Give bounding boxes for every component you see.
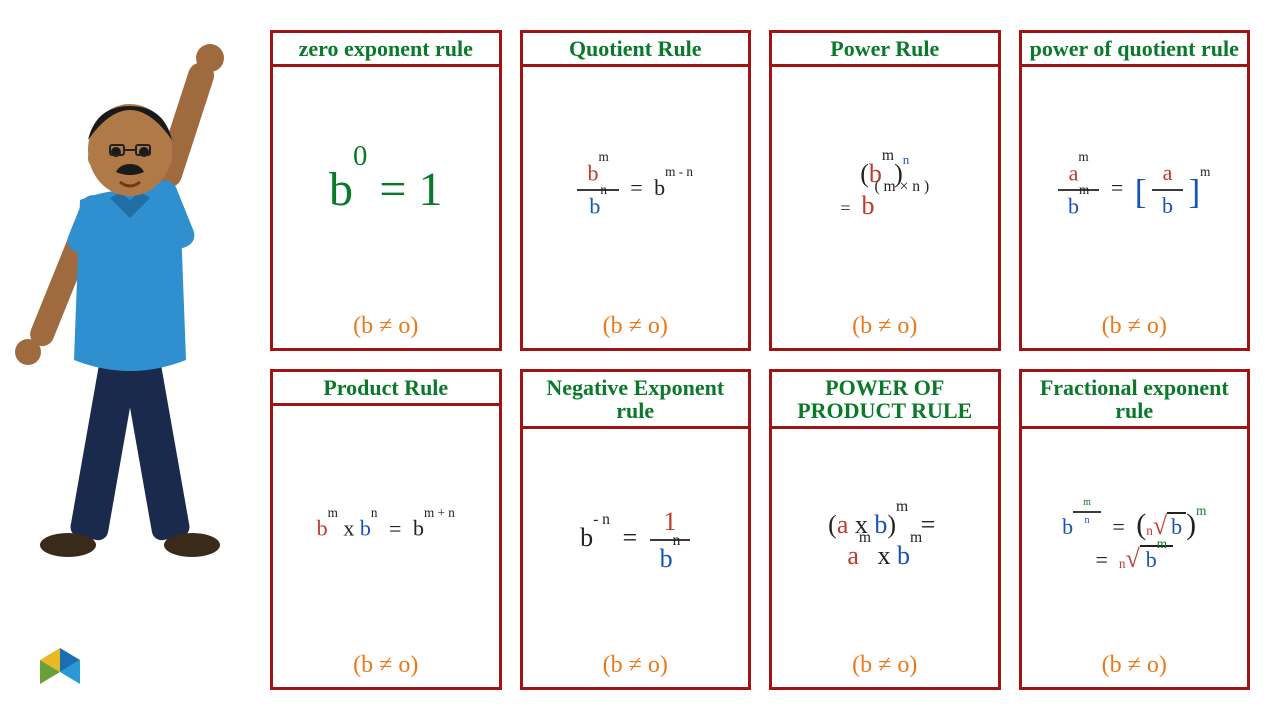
formula-pow-prod: (a x b)m = am x bm	[828, 509, 941, 571]
card-body: (bm)n = b( m × n ) (b ≠ o)	[769, 64, 1001, 351]
card-title: zero exponent rule	[270, 30, 502, 64]
card-power: Power Rule (bm)n = b( m × n ) (b ≠ o)	[769, 30, 1001, 351]
card-condition: (b ≠ o)	[273, 652, 499, 679]
teacher-character	[10, 40, 250, 600]
card-condition: (b ≠ o)	[1022, 313, 1248, 340]
card-body: (a x b)m = am x bm (b ≠ o)	[769, 426, 1001, 690]
card-body: bmn = (n√b)m = n√bm (b ≠ o)	[1019, 426, 1251, 690]
card-condition: (b ≠ o)	[772, 313, 998, 340]
card-condition: (b ≠ o)	[523, 313, 749, 340]
formula-power: (bm)n = b( m × n )	[840, 158, 929, 220]
card-quotient: Quotient Rule bm bn = bm - n (b ≠ o)	[520, 30, 752, 351]
card-body: b- n = 1 bn (b ≠ o)	[520, 426, 752, 690]
card-product: Product Rule bm x bn = bm + n (b ≠ o)	[270, 369, 502, 690]
card-body: b0 = 1 (b ≠ o)	[270, 64, 502, 351]
formula-product: bm x bn = bm + n	[317, 515, 455, 542]
rules-grid: zero exponent rule b0 = 1 (b ≠ o) Quotie…	[270, 30, 1250, 690]
formula-quotient: bm bn = bm - n	[577, 160, 693, 219]
card-condition: (b ≠ o)	[273, 313, 499, 340]
card-zero-exponent: zero exponent rule b0 = 1 (b ≠ o)	[270, 30, 502, 351]
card-condition: (b ≠ o)	[523, 652, 749, 679]
card-body: bm x bn = bm + n (b ≠ o)	[270, 403, 502, 690]
card-body: bm bn = bm - n (b ≠ o)	[520, 64, 752, 351]
card-power-of-quotient: power of quotient rule am bm = [ a b ]m …	[1019, 30, 1251, 351]
formula-fractional: bmn = (n√b)m = n√bm	[1062, 507, 1206, 574]
card-body: am bm = [ a b ]m (b ≠ o)	[1019, 64, 1251, 351]
card-condition: (b ≠ o)	[1022, 652, 1248, 679]
card-title: power of quotient rule	[1019, 30, 1251, 64]
card-title: Negative Exponent rule	[520, 369, 752, 426]
card-title: POWER OF PRODUCT RULE	[769, 369, 1001, 426]
card-fractional-exponent: Fractional exponent rule bmn = (n√b)m = …	[1019, 369, 1251, 690]
brand-logo	[20, 620, 100, 700]
card-title: Power Rule	[769, 30, 1001, 64]
card-power-of-product: POWER OF PRODUCT RULE (a x b)m = am x bm…	[769, 369, 1001, 690]
card-negative-exponent: Negative Exponent rule b- n = 1 bn (b ≠ …	[520, 369, 752, 690]
formula-zero: b0 = 1	[329, 161, 442, 219]
formula-negative: b- n = 1 bn	[580, 506, 690, 574]
card-title: Fractional exponent rule	[1019, 369, 1251, 426]
card-title: Quotient Rule	[520, 30, 752, 64]
card-condition: (b ≠ o)	[772, 652, 998, 679]
formula-pow-quot: am bm = [ a b ]m	[1058, 160, 1210, 219]
card-title: Product Rule	[270, 369, 502, 403]
